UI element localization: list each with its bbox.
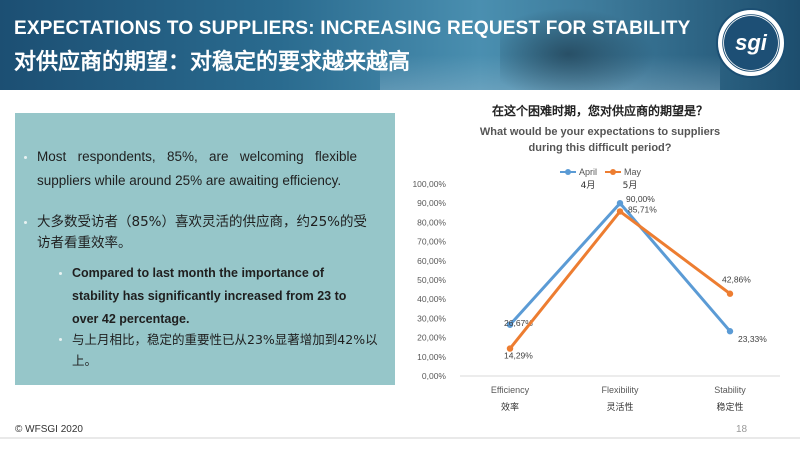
data-point-april bbox=[726, 328, 734, 335]
x-category-label-zh: 稳定性 bbox=[716, 401, 743, 413]
data-label-april: 26,67% bbox=[504, 318, 533, 328]
logo-text: sgi bbox=[735, 30, 767, 55]
sub-bullet-dot bbox=[59, 272, 62, 275]
x-category-label-zh: 灵活性 bbox=[606, 401, 633, 413]
y-tick-label: 10,00% bbox=[417, 352, 446, 362]
y-tick-label: 100,00% bbox=[412, 179, 446, 189]
bullet-2-zh: 大多数受访者（85%）喜欢灵活的供应商，约25%的受访者看重效率。 bbox=[37, 214, 368, 251]
y-tick-label: 60,00% bbox=[417, 256, 446, 266]
data-label-may: 42,86% bbox=[722, 275, 751, 285]
y-tick-label: 80,00% bbox=[417, 217, 446, 227]
y-tick-label: 70,00% bbox=[417, 237, 446, 247]
page-number: 18 bbox=[736, 424, 748, 435]
banner-runner-graphic bbox=[500, 0, 670, 90]
data-point-may bbox=[726, 290, 734, 297]
header-banner: EXPECTATIONS TO SUPPLIERS: INCREASING RE… bbox=[0, 0, 800, 90]
y-tick-label: 20,00% bbox=[417, 333, 446, 343]
data-label-april: 90,00% bbox=[626, 194, 655, 204]
x-category-label: Flexibility bbox=[601, 385, 639, 395]
chart-subtitle-line1: What would be your expectations to suppl… bbox=[480, 126, 720, 138]
bullet-1-en: Most respondents, 85%, are welcoming fle… bbox=[37, 149, 357, 188]
legend-april-marker bbox=[565, 169, 571, 175]
footer-divider bbox=[0, 437, 800, 439]
chart-subtitle-line2: during this difficult period? bbox=[529, 142, 672, 154]
bullet-4-zh: 与上月相比，稳定的重要性已从23%显著增加到42%以上。 bbox=[72, 332, 378, 368]
chart-legend: April 4月 May 5月 bbox=[560, 167, 642, 191]
data-point-april bbox=[616, 200, 624, 207]
bullet-dot bbox=[24, 156, 27, 159]
page-title-en: EXPECTATIONS TO SUPPLIERS: INCREASING RE… bbox=[14, 18, 691, 39]
legend-april-label: April bbox=[579, 167, 597, 177]
data-point-may bbox=[506, 345, 514, 352]
data-label-may: 14,29% bbox=[504, 351, 533, 361]
data-point-april bbox=[506, 321, 514, 328]
sub-bullet-dot bbox=[59, 338, 62, 341]
data-label-april: 23,33% bbox=[738, 334, 767, 344]
legend-may-marker bbox=[610, 169, 616, 175]
bullet-dot bbox=[24, 221, 27, 224]
series-layer: 26,67% 90,00% 23,33% 14,29% 85,71% 42,86% bbox=[504, 194, 767, 360]
page-title-zh: 对供应商的期望：对稳定的要求越来越高 bbox=[14, 50, 411, 75]
y-tick-label: 40,00% bbox=[417, 294, 446, 304]
x-category-label: Efficiency bbox=[491, 385, 530, 395]
logo-ring-graphic bbox=[722, 14, 780, 72]
legend-may-label-zh: 5月 bbox=[623, 180, 638, 191]
y-tick-label: 30,00% bbox=[417, 313, 446, 323]
x-axis-categories: Efficiency 效率 Flexibility 灵活性 Stability 稳定性 bbox=[491, 385, 746, 413]
x-category-label-zh: 效率 bbox=[501, 401, 519, 413]
series-line-may bbox=[508, 209, 731, 350]
chart-title: 在这个困难时期，您对供应商的期望是？ bbox=[492, 103, 708, 118]
y-tick-label: 0,00% bbox=[422, 371, 447, 381]
copyright: © WFSGI 2020 bbox=[15, 424, 83, 435]
logo-badge: sgi bbox=[724, 16, 778, 70]
y-tick-label: 90,00% bbox=[417, 198, 446, 208]
legend-april-label-zh: 4月 bbox=[581, 180, 596, 191]
y-tick-label: 50,00% bbox=[417, 275, 446, 285]
bullet-3-en: Compared to last month the importance of… bbox=[72, 266, 347, 326]
y-axis-ticks: 0,00% 10,00% 20,00% 30,00% 40,00% 50,00% 60,00… bbox=[412, 179, 446, 381]
summary-box: Most respondents, 85%, are welcoming fle… bbox=[15, 113, 395, 385]
legend-may-label: May bbox=[624, 167, 642, 177]
data-point-may bbox=[616, 208, 624, 215]
wfsgi-logo: sgi bbox=[716, 8, 786, 78]
data-label-may: 85,71% bbox=[628, 204, 657, 214]
expectations-line-chart: 在这个困难时期，您对供应商的期望是？ What would be your ex… bbox=[412, 103, 780, 413]
x-category-label: Stability bbox=[714, 385, 746, 395]
